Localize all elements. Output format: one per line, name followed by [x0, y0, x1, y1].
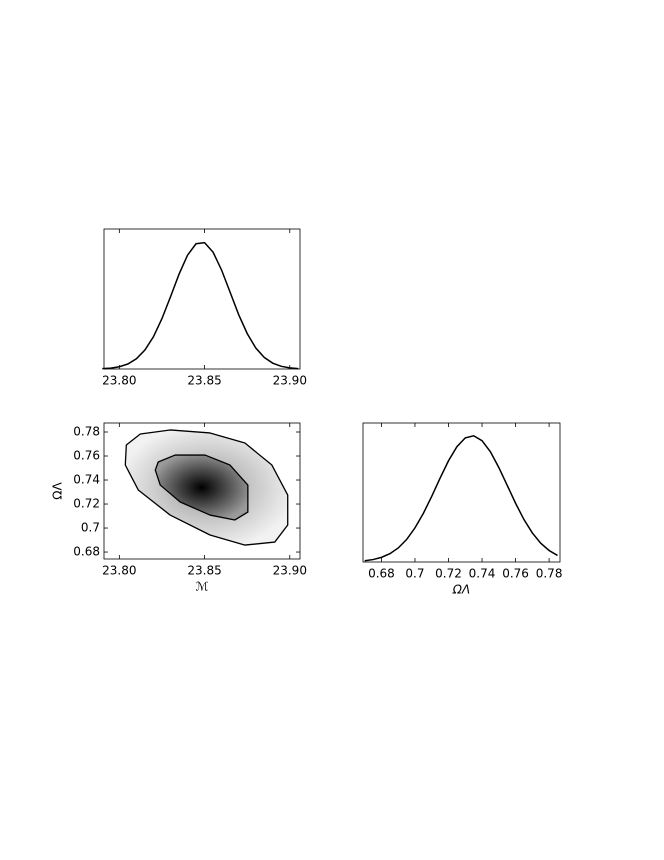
credible-contour [154, 454, 249, 521]
x-tick-label: 23.80 [102, 374, 136, 388]
y-tick-label: 0.74 [73, 473, 100, 487]
x-tick-label: 23.85 [187, 374, 221, 388]
x-tick-label: 23.80 [102, 564, 136, 578]
y-tick-label: 0.68 [73, 545, 100, 559]
x-tick-label: 23.90 [273, 374, 307, 388]
plot-frame [103, 228, 301, 370]
y-tick-label: 0.7 [81, 521, 100, 535]
plot-frame [362, 422, 561, 563]
x-axis-label: ℳ [196, 580, 209, 594]
x-tick-label: 0.74 [469, 567, 496, 581]
x-axis-label: ΩΛ [452, 583, 470, 597]
y-tick-label: 0.72 [73, 497, 100, 511]
x-tick-label: 0.72 [435, 567, 462, 581]
x-tick-label: 0.78 [536, 567, 563, 581]
density-curve [364, 434, 558, 562]
y-tick-label: 0.76 [73, 449, 100, 463]
x-tick-label: 0.76 [502, 567, 529, 581]
density-curve [102, 241, 299, 370]
y-axis-label: ΩΛ [51, 482, 65, 500]
y-tick-label: 0.78 [73, 425, 100, 439]
plot-frame [103, 422, 301, 560]
x-tick-label: 0.7 [405, 567, 424, 581]
x-tick-label: 0.68 [368, 567, 395, 581]
x-tick-label: 23.85 [187, 564, 221, 578]
x-tick-label: 23.90 [273, 564, 307, 578]
